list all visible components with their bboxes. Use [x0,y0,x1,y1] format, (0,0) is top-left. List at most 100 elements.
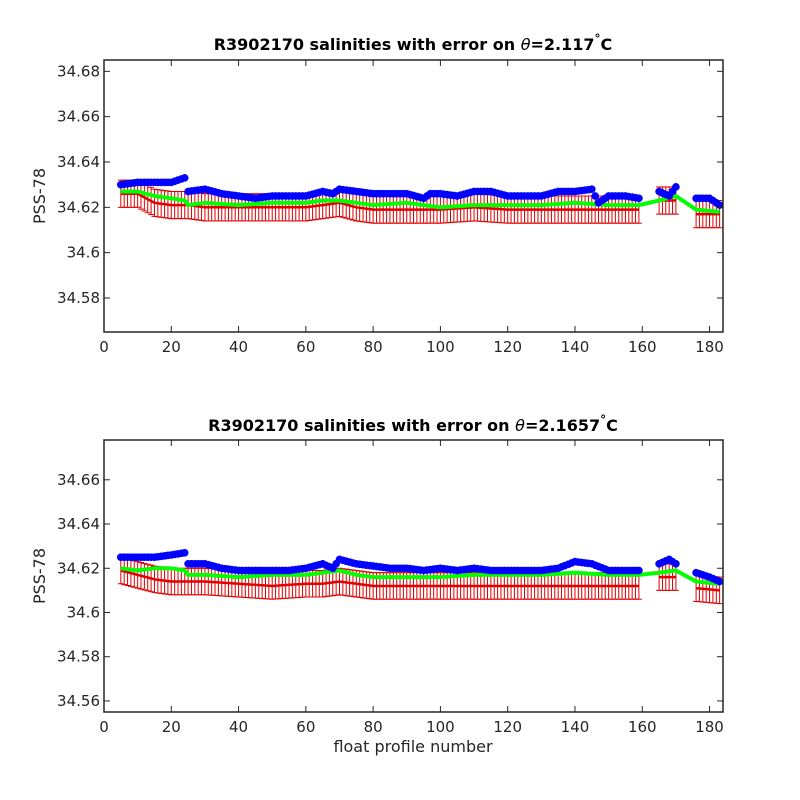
axes-box-bottom [103,439,724,713]
y-tick: 34.58 [57,289,723,307]
series-blue-top [116,174,723,209]
x-axis-bottom: 0 20 40 60 80 100 120 140 160 180 [99,440,724,736]
x-tick: 180 [695,60,724,356]
x-axis-label: float profile number [333,737,493,756]
y-axis-bottom: 34.56 34.58 34.6 34.62 34.64 34.66 [57,471,723,710]
y-tick: 34.6 [67,244,723,262]
y-tick-label: 34.56 [57,692,100,710]
x-tick-label: 40 [229,718,248,736]
x-tick-label: 40 [229,338,248,356]
x-tick: 160 [628,440,657,736]
y-tick: 34.6 [67,603,723,621]
x-tick-label: 180 [695,338,724,356]
errorbar [148,186,155,216]
x-tick: 80 [364,60,383,356]
panel-top: R3902170 salinities with error on θ=2.11… [30,32,724,356]
y-tick-label: 34.6 [67,603,100,621]
chart-title-top: R3902170 salinities with error on θ=2.11… [214,32,613,54]
x-tick: 180 [695,440,724,736]
x-tick: 120 [493,440,522,736]
plot-area-top [116,174,723,229]
x-tick-label: 0 [99,718,109,736]
data-point [591,192,600,200]
y-tick-label: 34.58 [57,648,100,666]
data-point [715,577,723,586]
data-point [587,185,596,194]
x-tick-label: 180 [695,718,724,736]
x-tick-label: 160 [628,718,657,736]
chart-title-bottom: R3902170 salinities with error on θ=2.16… [208,413,618,435]
x-tick: 100 [426,60,455,356]
y-tick-label: 34.62 [57,559,100,577]
green-line-top [120,189,720,214]
y-axis-top: 34.58 34.6 34.62 34.64 34.66 34.68 [57,62,723,307]
y-tick-label: 34.62 [57,198,100,216]
red-line-bottom-2 [695,586,720,592]
y-tick-label: 34.6 [67,244,100,262]
y-tick-label: 34.66 [57,471,100,489]
x-tick-label: 100 [426,718,455,736]
errorbars-bottom [117,556,723,605]
data-point [672,559,680,568]
y-tick: 34.66 [57,108,723,126]
x-tick-label: 60 [296,718,315,736]
y-tick: 34.56 [57,692,723,710]
errorbar [138,562,145,590]
x-tick: 160 [628,60,657,356]
x-tick: 40 [229,440,248,736]
x-tick-label: 60 [296,338,315,356]
x-tick-label: 160 [628,338,657,356]
x-tick-label: 80 [364,718,383,736]
y-tick-label: 34.66 [57,108,100,126]
green-line-bottom [120,566,720,586]
series-green-top [120,189,720,214]
x-tick: 60 [296,60,315,356]
y-tick-label: 34.68 [57,62,100,80]
y-tick: 34.68 [57,62,723,80]
errorbar [134,561,141,589]
x-tick: 20 [162,440,181,736]
x-tick: 60 [296,440,315,736]
x-tick-label: 20 [162,338,181,356]
y-axis-label-bottom: PSS-78 [30,548,49,604]
x-tick: 120 [493,60,522,356]
data-point [180,174,189,182]
x-tick-label: 140 [561,338,590,356]
series-green-bottom [120,566,720,586]
x-tick: 80 [364,440,383,736]
plot-area-bottom [116,548,723,605]
axes-box-top [103,59,724,333]
x-tick-label: 140 [561,718,590,736]
data-point [635,194,643,203]
x-tick: 140 [561,440,590,736]
x-tick-label: 100 [426,338,455,356]
y-tick-label: 34.58 [57,289,100,307]
y-tick-label: 34.64 [57,515,100,533]
x-tick-label: 20 [162,718,181,736]
data-point [180,548,189,557]
y-axis-label-top: PSS-78 [30,168,49,224]
y-tick: 34.62 [57,559,723,577]
x-tick-label: 120 [493,718,522,736]
x-tick: 20 [162,60,181,356]
x-tick-label: 80 [364,338,383,356]
y-tick: 34.64 [57,515,723,533]
panel-bottom: R3902170 salinities with error on θ=2.16… [30,413,724,756]
x-tick: 100 [426,440,455,736]
data-point [635,566,643,575]
y-tick: 34.64 [57,153,723,171]
x-tick: 140 [561,60,590,356]
x-tick: 0 [99,440,109,736]
data-point [672,183,680,191]
y-tick-label: 34.64 [57,153,100,171]
x-tick: 0 [99,60,109,356]
y-tick: 34.62 [57,198,723,216]
y-tick: 34.66 [57,471,723,489]
y-tick: 34.58 [57,648,723,666]
x-tick-label: 0 [99,338,109,356]
x-tick: 40 [229,60,248,356]
series-blue-bottom [116,548,723,586]
x-tick-label: 120 [493,338,522,356]
